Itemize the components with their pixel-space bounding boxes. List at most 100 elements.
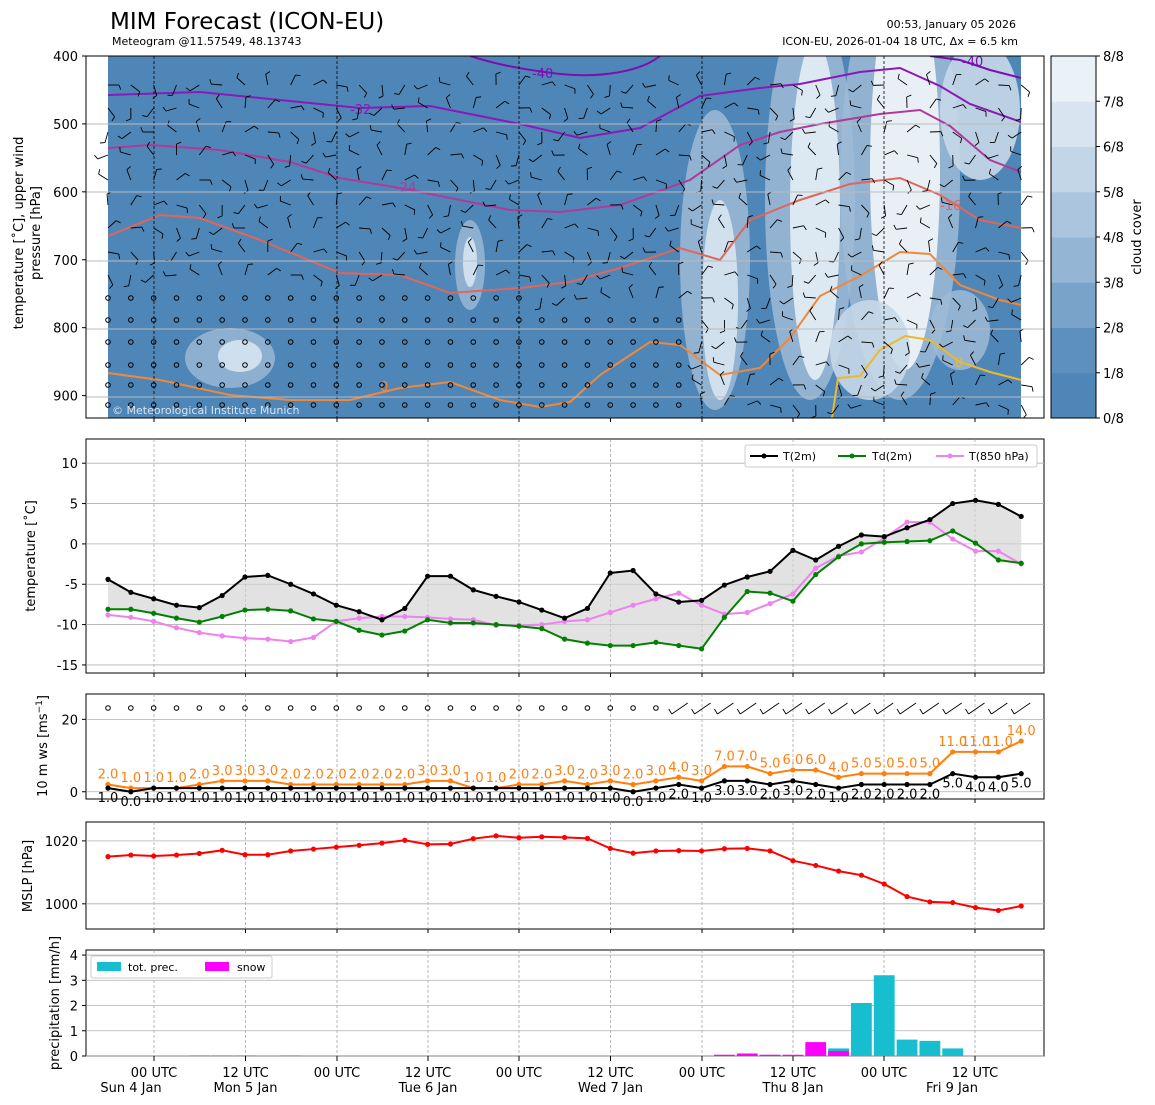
calm-wind-marker — [265, 382, 271, 388]
wind-data-label: 2.0 — [874, 788, 895, 803]
wind-barb-feather — [526, 244, 532, 248]
wind-barb — [815, 84, 821, 96]
wind-barb-feather — [760, 330, 763, 336]
wind-data-label: 1.0 — [463, 791, 484, 806]
td2m-point — [904, 538, 910, 545]
wind-barb — [669, 245, 680, 253]
wind-barb-feather — [573, 294, 577, 300]
td2m-point — [310, 616, 317, 622]
svg-text:0: 0 — [955, 356, 963, 371]
calm-wind-marker — [401, 362, 408, 368]
wind-barb-feather — [840, 237, 845, 242]
mslp-panel: 1020 1000 MSLP [hPa] — [21, 821, 1045, 930]
calm-wind-marker — [584, 317, 591, 323]
calm-wind-marker — [128, 362, 134, 368]
wind-barb — [701, 265, 709, 276]
wind-speed-point — [607, 785, 613, 791]
colorbar-level — [1051, 237, 1096, 283]
wind-barb — [742, 154, 748, 166]
wind-barb — [968, 154, 976, 165]
gust-point — [265, 778, 271, 784]
wind-barb-feather — [551, 81, 556, 87]
time-axis: 00 UTC 12 UTC 00 UTC 12 UTC 00 UTC 12 UTC 00 U… — [100, 418, 998, 1096]
wind-speed-point — [676, 781, 682, 788]
wind-barb-feather — [736, 708, 741, 715]
wind-data-label: 1.0 — [212, 791, 233, 806]
wind-barb — [599, 127, 611, 133]
wind-barb-feather — [109, 284, 114, 289]
t2m-point — [767, 568, 773, 574]
mslp-point — [356, 842, 362, 848]
t850-point — [790, 591, 796, 597]
gust-data-label: 1.0 — [143, 771, 164, 786]
wind-barb — [876, 99, 885, 109]
wind-barb — [691, 364, 702, 370]
wind-barb-feather — [963, 335, 966, 341]
wind-barb-feather — [267, 238, 273, 242]
gust-data-label: 1.0 — [463, 771, 484, 786]
wind-barb — [648, 266, 657, 276]
wind-barb — [356, 107, 360, 119]
t850-point — [356, 615, 362, 621]
calm-wind-marker — [538, 339, 545, 345]
wind-barb-feather — [696, 71, 701, 76]
wind-barb-feather — [754, 76, 760, 80]
gust-point — [379, 781, 385, 788]
wind-barb-feather — [687, 365, 692, 370]
wind-barb-feather — [803, 281, 809, 284]
t850-point — [539, 621, 545, 628]
wind-barb — [172, 84, 177, 96]
wind-barb — [922, 702, 940, 715]
wind-barb — [1021, 384, 1033, 388]
wind-barb — [875, 227, 885, 236]
wind-barb — [625, 84, 634, 94]
wind-barb-feather — [485, 188, 491, 190]
gust-data-label: 1.0 — [120, 771, 141, 786]
wind-barb-feather — [747, 215, 753, 218]
wind-barb — [439, 81, 451, 86]
t2m-point — [288, 581, 294, 587]
calm-wind-marker — [516, 339, 522, 345]
wind-speed-point — [242, 785, 248, 791]
wind-barb — [828, 107, 839, 113]
wind-barb — [381, 227, 391, 236]
wind-barb — [717, 702, 734, 715]
time-info: 00:53, January 05 2026 — [887, 18, 1016, 31]
wind-barb-feather — [1008, 85, 1012, 91]
calm-wind-marker — [447, 382, 454, 388]
wind-barb — [861, 145, 868, 156]
wind-ylabel: 10 m ws [ms−1] — [35, 695, 51, 797]
colorbar-tick-label: 5/8 — [1103, 186, 1124, 201]
wind-barb-feather — [851, 708, 855, 715]
wind-barb-feather — [616, 170, 622, 173]
wind-speed-point — [470, 785, 476, 791]
wind-barb-feather — [1027, 91, 1031, 97]
wind-barb — [404, 227, 408, 239]
wind-barb-feather — [712, 297, 715, 303]
wind-speed-point — [1018, 771, 1024, 777]
t2m-point — [356, 609, 362, 615]
gust-data-label: 3.0 — [235, 764, 256, 779]
wind-barb-feather — [802, 292, 806, 298]
wind-barb — [289, 154, 292, 166]
mslp-point — [972, 905, 979, 911]
gust-point — [698, 778, 705, 784]
wind-barb — [490, 179, 497, 190]
x-day-label: Tue 6 Jan — [398, 1081, 458, 1096]
wind-barb — [398, 84, 406, 95]
wind-barb — [791, 274, 794, 287]
calm-wind-marker — [401, 295, 408, 301]
wind-barb — [692, 204, 702, 212]
calm-wind-marker — [333, 382, 340, 388]
wind-barb-feather — [146, 141, 151, 147]
wind-barb-feather — [963, 273, 967, 279]
wind-barb-feather — [985, 247, 990, 252]
wind-speed-point — [813, 781, 819, 788]
wind-barb-feather — [962, 104, 967, 109]
wind-barb-feather — [196, 118, 201, 122]
calm-wind-marker — [630, 705, 636, 711]
wind-barb — [427, 179, 439, 183]
wind-barb — [628, 287, 634, 299]
mslp-point — [904, 893, 910, 900]
wind-barb-feather — [656, 119, 662, 122]
